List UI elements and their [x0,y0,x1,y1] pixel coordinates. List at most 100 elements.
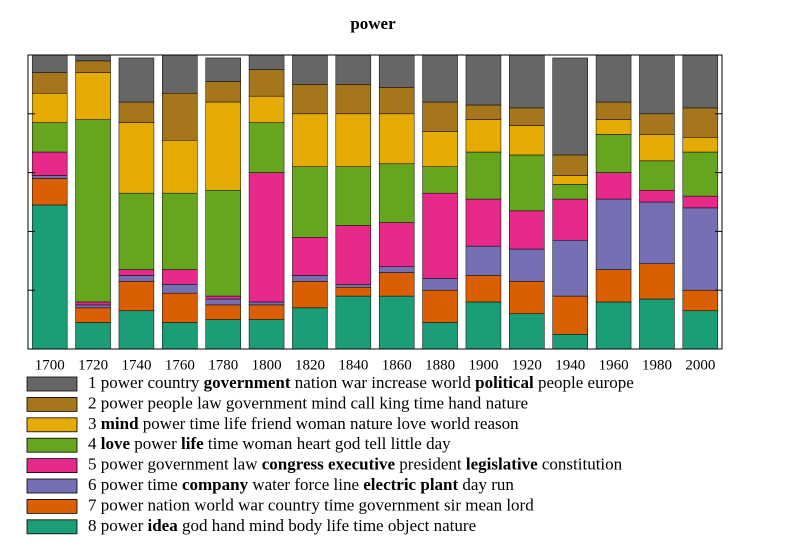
bar-segment [639,263,675,300]
bar-segment [422,289,458,323]
legend-label: 7 power nation world war country time go… [88,495,534,514]
bar-segment [162,292,198,323]
bar-segment [595,55,632,103]
plot-frame [27,54,723,350]
bar-segment [552,334,588,349]
bar-segment [118,269,155,276]
bar-segment [248,304,285,320]
x-tick-label: 1880 [425,357,455,373]
legend-label: 3 mind power time life friend woman natu… [88,414,519,433]
bar-segment [335,287,372,297]
bar-segment [292,275,328,282]
bar-segment [118,122,155,194]
bar-segment [292,166,328,238]
bar-segment [595,134,632,173]
bar-segment [422,101,458,132]
bar-segment [205,298,241,306]
bar-segment [248,301,285,306]
bar-segment [422,278,458,291]
bar-segment [639,113,675,135]
bar-segment [378,295,415,349]
bar-segment [205,304,241,320]
bar-segment [422,166,458,194]
bar-segment [682,207,719,291]
x-tick-label: 1740 [121,357,151,373]
bar-segment [639,134,675,162]
bar-segment [552,198,588,241]
legend-swatch [26,417,78,433]
bar-segment [682,310,719,349]
bar-segment [118,192,155,270]
x-tick-label: 1840 [338,357,368,373]
bar-segment [465,245,502,276]
bar-segment [118,275,155,282]
x-tick-label: 1780 [208,357,238,373]
bar-segment [335,284,372,288]
bar-segment [639,55,675,115]
legend-swatch [26,396,78,412]
x-tick-label: 1720 [78,357,108,373]
x-tick-label: 1860 [382,357,412,373]
bar-segment [465,55,502,106]
bar-segment [162,140,198,194]
bar-segment [682,195,719,209]
bar-segment [205,81,241,103]
legend-label: 1 power country government nation war in… [88,373,634,392]
bar-segment [682,55,719,109]
bar-segment [248,69,285,97]
bar-segment [509,107,545,126]
bar-segment [465,301,502,349]
legend-swatch [26,458,78,474]
bar-segment [248,172,285,303]
bar-segment [75,301,111,306]
bar-segment [595,119,632,135]
bar-segment [75,72,111,120]
bar-segment [422,192,458,279]
bar-segment [465,104,502,120]
bar-segment [509,210,545,250]
chart-title: power [350,14,396,33]
bar-segment [118,310,155,349]
bar-segment [205,57,241,82]
bar-segment [31,151,68,176]
x-tick-label: 1900 [468,357,498,373]
bar-segment [31,204,68,349]
legend-label: 2 power people law government mind call … [88,393,528,412]
bar-segment [552,57,588,156]
bar-segment [465,119,502,153]
bar-segment [335,55,372,85]
x-tick-label: 1960 [599,357,629,373]
plot-area [31,55,719,349]
bar-segment [509,154,545,212]
bar-segment [378,272,415,297]
bar-segment [378,222,415,267]
x-tick-label: 1700 [35,357,65,373]
bar-segment [248,319,285,349]
bar-segment [639,298,675,349]
bar-segment [422,322,458,349]
x-tick-label: 2000 [685,357,715,373]
bar-segment [465,275,502,303]
bar-segment [378,163,415,223]
bar-segment [552,239,588,297]
bar-segment [465,151,502,200]
bar-segment [595,269,632,303]
bar-segment [595,198,632,270]
bar-segment [509,248,545,282]
bar-segment [31,55,68,73]
bar-segment [31,92,68,123]
legend-label: 5 power government law congress executiv… [88,455,623,474]
bar-segment [205,189,241,297]
bar-segment [422,55,458,103]
bar-segment [292,55,328,85]
bar-segment [75,119,111,303]
bar-segment [248,95,285,123]
bar-segment [292,281,328,309]
bar-segment [292,113,328,167]
bar-segment [248,55,285,70]
bar-segment [248,122,285,173]
bar-segment [595,172,632,200]
bar-segment [378,266,415,273]
bar-segment [509,313,545,349]
